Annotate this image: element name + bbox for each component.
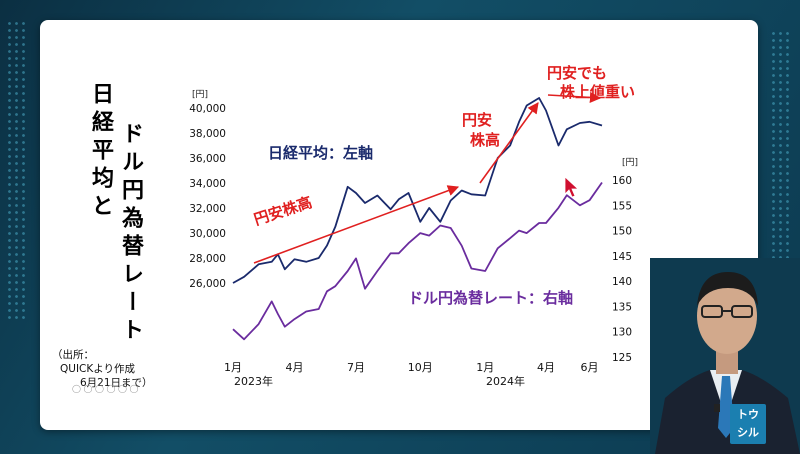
slide-title-part1: 日経平均と (88, 82, 113, 222)
annotation-yen-weak-line2: 株高 (470, 131, 500, 149)
right-tick-label: 145 (612, 251, 632, 263)
x-year-label: 2024年 (486, 374, 525, 388)
left-tick-label: 30,000 (189, 228, 226, 240)
trend-arrow-2 (479, 102, 539, 184)
left-axis-unit: [円] (192, 89, 208, 100)
logo-text: トウシル (737, 408, 759, 439)
right-tick-label: 125 (612, 352, 632, 364)
left-tick-label: 38,000 (189, 128, 226, 140)
right-tick-label: 130 (612, 327, 632, 339)
left-tick-label: 34,000 (189, 178, 226, 190)
annotation-yen-weak-stocks-up: 円安株高 (252, 193, 315, 229)
x-tick-label: 10月 (408, 361, 433, 374)
left-tick-label: 36,000 (189, 153, 226, 165)
x-tick-label: 6月 (581, 361, 599, 374)
usdjpy-line (232, 181, 603, 341)
left-tick-label: 32,000 (189, 203, 226, 215)
x-tick-label: 1月 (224, 361, 242, 374)
source-line-3: 6月21日まで） (80, 377, 153, 389)
right-tick-label: 150 (612, 226, 632, 238)
right-axis-unit: [円] (622, 157, 638, 168)
source-note: （出所： QUICKより作成 6月21日まで） (52, 348, 153, 390)
right-tick-label: 155 (612, 200, 632, 212)
annotation-yen-weak-line1: 円安 (462, 111, 492, 129)
x-tick-label: 7月 (347, 361, 365, 374)
slide-panel (40, 20, 758, 430)
x-tick-label: 1月 (476, 361, 494, 374)
source-line-1: （出所： (52, 349, 94, 361)
x-tick-label: 4月 (286, 361, 304, 374)
right-tick-label: 140 (612, 276, 632, 288)
nikkei-axis-label: 日経平均：左軸 (268, 144, 373, 162)
x-tick-label: 4月 (537, 361, 555, 374)
nikkei-line (232, 97, 603, 284)
left-tick-label: 26,000 (189, 278, 226, 290)
usdjpy-axis-label: ドル円為替レート：右軸 (408, 289, 573, 307)
trend-arrow-1 (253, 185, 460, 264)
left-tick-label: 28,000 (189, 253, 226, 265)
source-line-2: QUICKより作成 (60, 363, 136, 375)
left-tick-label: 40,000 (189, 103, 226, 115)
annotation-heavy-line2: 株上値重い (560, 83, 635, 101)
annotation-heavy-line1: 円安でも (547, 64, 607, 82)
toushiru-logo: トウシル (730, 404, 766, 444)
right-tick-label: 135 (612, 301, 632, 313)
decorative-dots-left (6, 20, 26, 320)
decorative-dots-right (770, 30, 790, 270)
presenter-image (650, 258, 800, 454)
trend-arrow-3 (547, 91, 602, 104)
cursor-icon (564, 176, 580, 198)
slide-pager-icons[interactable]: ◯ ◯ ◯ ◯ ◯ ◯ (72, 384, 139, 393)
slide-title-part2: ドル円為替レート (118, 122, 143, 346)
x-year-label: 2023年 (234, 374, 273, 388)
right-tick-label: 160 (612, 175, 632, 187)
